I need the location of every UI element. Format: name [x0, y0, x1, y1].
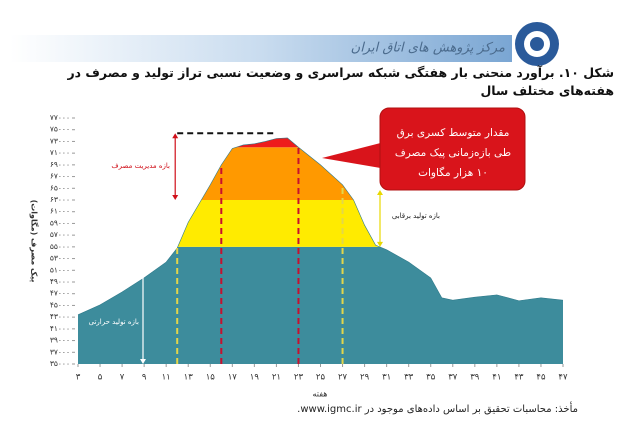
x-tick-label: ۴۳ [514, 373, 524, 383]
y-tick-label: ۷۱۰۰۰ [50, 148, 70, 157]
hydro-arrow-head [377, 190, 383, 196]
y-tick-label: ۵۹۰۰۰ [50, 218, 70, 227]
y-tick-label: ۷۷۰۰۰ [50, 113, 70, 122]
x-tick-label: ۱۹ [250, 373, 260, 383]
y-tick-label: ۵۷۰۰۰ [50, 230, 70, 239]
x-tick-label: ۲۵ [316, 373, 326, 383]
caption: شکل ۱۰. برآورد منحنی بار هفتگی شبکه سراس… [67, 65, 614, 98]
y-tick-label: ۶۳۰۰۰ [50, 195, 70, 204]
y-tick-label: ۵۱۰۰۰ [50, 265, 70, 274]
y-tick-label: ۳۵۰۰۰ [50, 359, 70, 368]
x-axis-label: هفته [313, 390, 328, 399]
band [78, 200, 563, 247]
callout-pointer [322, 140, 392, 170]
callout-box [379, 107, 526, 191]
x-tick-label: ۲۷ [338, 373, 348, 383]
banner [10, 35, 512, 62]
annotation: بازه مدیریت مصرف [111, 162, 170, 170]
x-tick-label: ۳۹ [470, 373, 480, 383]
x-tick-label: ۲۱ [272, 373, 281, 383]
x-tick-label: ۳ [76, 373, 81, 383]
y-tick-label: ۴۷۰۰۰ [50, 289, 70, 298]
x-tick-label: ۴۷ [558, 373, 568, 383]
callout-text: مقدار متوسط کسری برق [397, 127, 510, 139]
x-tick-label: ۱۷ [228, 373, 238, 383]
annotation: بازه تولید برقابی [392, 212, 440, 220]
y-tick-label: ۳۷۰۰۰ [50, 347, 70, 356]
callout-text: طی بازه‌زمانی پیک مصرف [395, 147, 511, 159]
management-arrow-head [172, 133, 179, 139]
x-tick-label: ۲۳ [294, 373, 304, 383]
y-tick-label: ۶۷۰۰۰ [50, 172, 70, 181]
x-tick-label: ۵ [98, 373, 103, 383]
source: مأخذ: محاسبات تحقیق بر اساس داده‌های موج… [297, 401, 578, 415]
y-tick-label: ۶۹۰۰۰ [50, 160, 70, 169]
x-tick-label: ۳۱ [382, 373, 391, 383]
y-tick-label: ۴۱۰۰۰ [50, 324, 70, 333]
y-tick-label: ۴۳۰۰۰ [50, 312, 70, 321]
thermal-arrow-head [140, 359, 146, 364]
x-tick-label: ۱۱ [162, 373, 171, 383]
y-tick-label: ۶۱۰۰۰ [50, 207, 70, 216]
x-tick-label: ۲۹ [360, 373, 370, 383]
y-tick-label: ۵۵۰۰۰ [50, 242, 70, 251]
x-tick-label: ۹ [142, 373, 147, 383]
management-arrow-head [172, 195, 179, 200]
y-tick-label: ۵۳۰۰۰ [50, 254, 70, 263]
x-tick-label: ۳۳ [404, 373, 414, 383]
y-tick-label: ۳۹۰۰۰ [50, 336, 70, 345]
hydro-arrow-head [377, 241, 383, 247]
x-tick-label: ۳۷ [448, 373, 458, 383]
x-tick-label: ۱۳ [184, 373, 194, 383]
y-tick-label: ۷۳۰۰۰ [50, 136, 70, 145]
y-tick-label: ۷۵۰۰۰ [50, 125, 70, 134]
y-tick-label: ۴۵۰۰۰ [50, 300, 70, 309]
y-axis-label: پیک مصرف (مگاوات) [30, 200, 40, 283]
y-tick-label: ۶۵۰۰۰ [50, 183, 70, 192]
x-tick-label: ۴۱ [492, 373, 501, 383]
header-title: مرکز پژوهش های اتاق ایران [351, 41, 505, 56]
x-tick-label: ۴۵ [536, 373, 546, 383]
x-tick-label: ۷ [120, 373, 125, 383]
annotation: بازه تولید حرارتی [89, 318, 139, 326]
callout-text: ۱۰ هزار مگاوات [418, 166, 488, 179]
x-tick-label: ۳۵ [426, 373, 436, 383]
band [78, 246, 563, 364]
x-tick-label: ۱۵ [206, 373, 216, 383]
y-tick-label: ۴۹۰۰۰ [50, 277, 70, 286]
thermal-arrow-head [140, 246, 146, 252]
logo-core [530, 37, 544, 51]
